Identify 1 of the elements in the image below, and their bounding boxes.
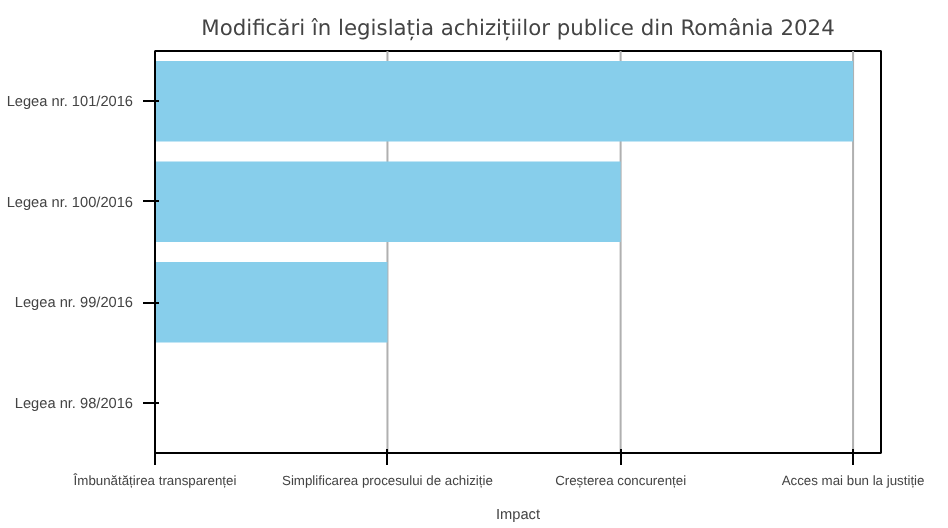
chart-title: Modificări în legislația achizițiilor publice din România 2024	[201, 15, 836, 41]
